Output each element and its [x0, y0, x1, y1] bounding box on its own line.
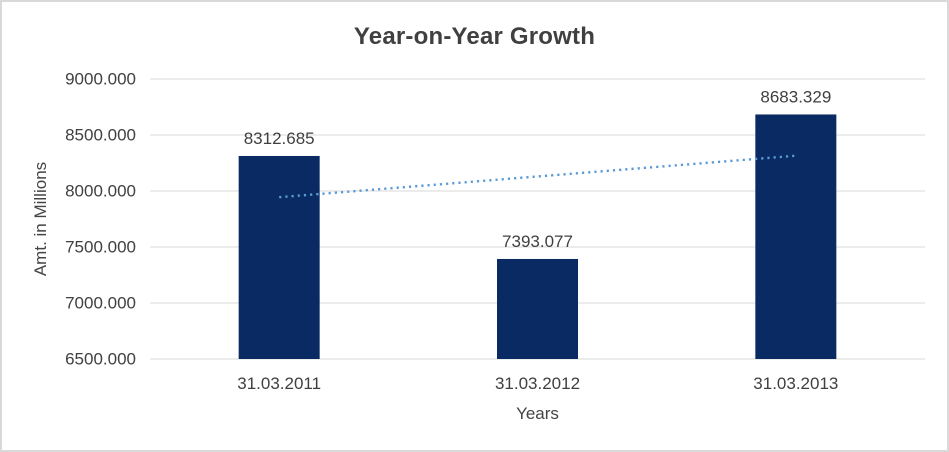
y-tick-label: 8500.000: [65, 126, 136, 145]
y-tick-label: 9000.000: [65, 70, 136, 89]
bar-data-label: 7393.077: [502, 232, 573, 251]
bar: [497, 258, 578, 359]
x-category-label: 31.03.2012: [495, 374, 580, 393]
y-tick-label: 8000.000: [65, 182, 136, 201]
y-tick-label: 7000.000: [65, 294, 136, 313]
bar-data-label: 8312.685: [244, 129, 315, 148]
y-tick-label: 7500.000: [65, 238, 136, 257]
x-category-label: 31.03.2013: [753, 374, 838, 393]
bar-data-label: 8683.329: [760, 87, 831, 106]
bar: [755, 114, 837, 359]
x-axis-title: Years: [516, 404, 559, 423]
bar: [238, 155, 320, 359]
y-tick-label: 6500.000: [65, 350, 136, 369]
x-category-label: 31.03.2011: [237, 374, 321, 393]
chart-title: Year-on-Year Growth: [353, 23, 596, 50]
